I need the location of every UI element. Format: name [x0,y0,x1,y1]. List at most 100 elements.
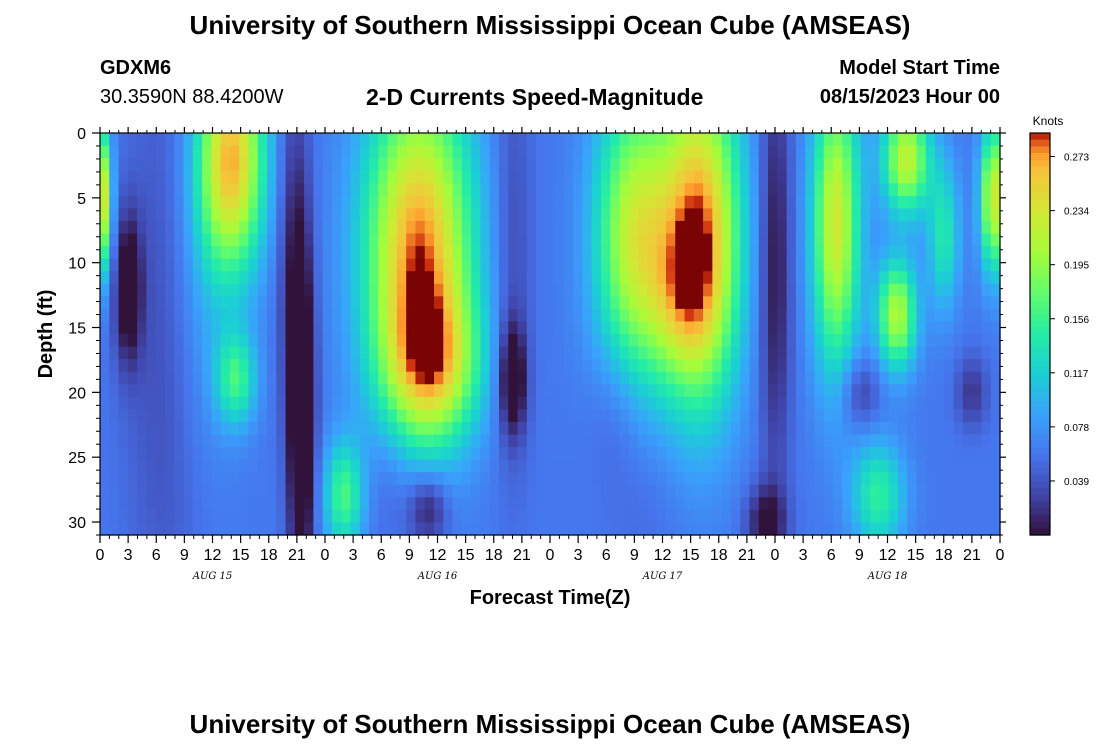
heatmap-cell [879,434,890,448]
heatmap-cell [610,283,621,297]
heatmap-cell [192,509,203,524]
heatmap-cell [749,246,760,260]
heatmap-cell [396,195,407,209]
heatmap-cell [619,296,630,310]
heatmap-cell [396,246,407,260]
heatmap-cell [795,208,806,222]
heatmap-cell [164,195,175,209]
heatmap-cell [424,158,435,172]
heatmap-cell [916,195,927,209]
heatmap-cell [480,459,491,473]
heatmap-cell [693,371,704,385]
heatmap-cell [758,271,769,285]
heatmap-cell [749,359,760,373]
heatmap-cell [786,195,797,209]
x-tick-label: 15 [682,547,700,564]
heatmap-cell [730,434,741,448]
heatmap-cell [359,384,370,398]
heatmap-cell [424,195,435,209]
heatmap-cell [127,220,138,235]
heatmap-cell [693,208,704,222]
heatmap-cell [211,509,222,524]
heatmap-cell [471,334,482,348]
heatmap-cell [619,421,630,436]
heatmap-cell [925,208,936,222]
heatmap-cell [229,396,240,410]
heatmap-cell [582,170,593,184]
heatmap-cell [740,472,751,486]
heatmap-cell [285,283,296,297]
heatmap-cell [907,334,918,348]
heatmap-cell [155,346,166,360]
heatmap-cell [888,396,899,410]
heatmap-cell [916,133,927,147]
heatmap-cell [972,170,983,184]
heatmap-cell [860,434,871,448]
heatmap-cell [109,133,120,147]
heatmap-cell [675,145,686,159]
heatmap-cell [823,170,834,184]
heatmap-cell [424,346,435,360]
heatmap-cell [582,183,593,197]
colorbar-cell [1030,340,1050,348]
heatmap-cell [656,133,667,147]
colorbar-cell [1030,287,1050,295]
day-label: AUG 15 [192,571,233,582]
heatmap-cell [795,421,806,436]
heatmap-cell [508,220,519,235]
heatmap-cell [192,359,203,373]
heatmap-cell [146,522,157,536]
heatmap-cell [498,484,509,498]
heatmap-cell [146,359,157,373]
heatmap-cell [341,447,352,461]
heatmap-cell [211,421,222,436]
heatmap-cell [684,220,695,235]
heatmap-cell [406,434,417,448]
heatmap-cell [406,459,417,473]
heatmap-cell [990,447,1001,461]
heatmap-cell [294,233,305,247]
heatmap-cell [322,484,333,498]
heatmap-cell [703,296,713,310]
heatmap-cell [434,434,444,448]
heatmap-cell [322,183,333,197]
heatmap-cell [517,321,528,335]
heatmap-cell [814,447,825,461]
heatmap-cell [675,459,686,473]
heatmap-cell [396,384,407,398]
heatmap-cell [155,308,166,323]
heatmap-cell [471,396,482,410]
colorbar-cell [1030,394,1050,402]
heatmap-cell [777,371,788,385]
heatmap-cell [740,258,751,272]
heatmap-cell [341,133,352,147]
heatmap-cell [740,271,751,285]
heatmap-cell [229,246,240,260]
heatmap-cell [434,371,444,385]
heatmap-cell [192,233,203,247]
footer-title: University of Southern Mississippi Ocean… [189,709,911,739]
heatmap-cell [155,233,166,247]
heatmap-cell [897,170,908,184]
heatmap-cell [684,296,695,310]
heatmap-cell [350,522,361,536]
colorbar-cell [1030,246,1050,255]
heatmap-cell [211,346,222,360]
heatmap-cell [842,321,853,335]
colorbar-cell [1030,320,1050,328]
heatmap-cell [832,296,843,310]
heatmap-cell [387,472,398,486]
heatmap-cell [721,384,732,398]
heatmap-cell [693,233,704,247]
heatmap-cell [424,208,435,222]
heatmap-cell [656,346,667,360]
heatmap-cell [647,296,658,310]
heatmap-cell [962,233,973,247]
heatmap-cell [953,409,964,423]
heatmap-cell [832,133,843,147]
heatmap-cell [972,296,983,310]
heatmap-cell [972,434,983,448]
heatmap-cell [118,233,129,247]
heatmap-cell [415,133,426,147]
heatmap-cell [304,509,314,524]
